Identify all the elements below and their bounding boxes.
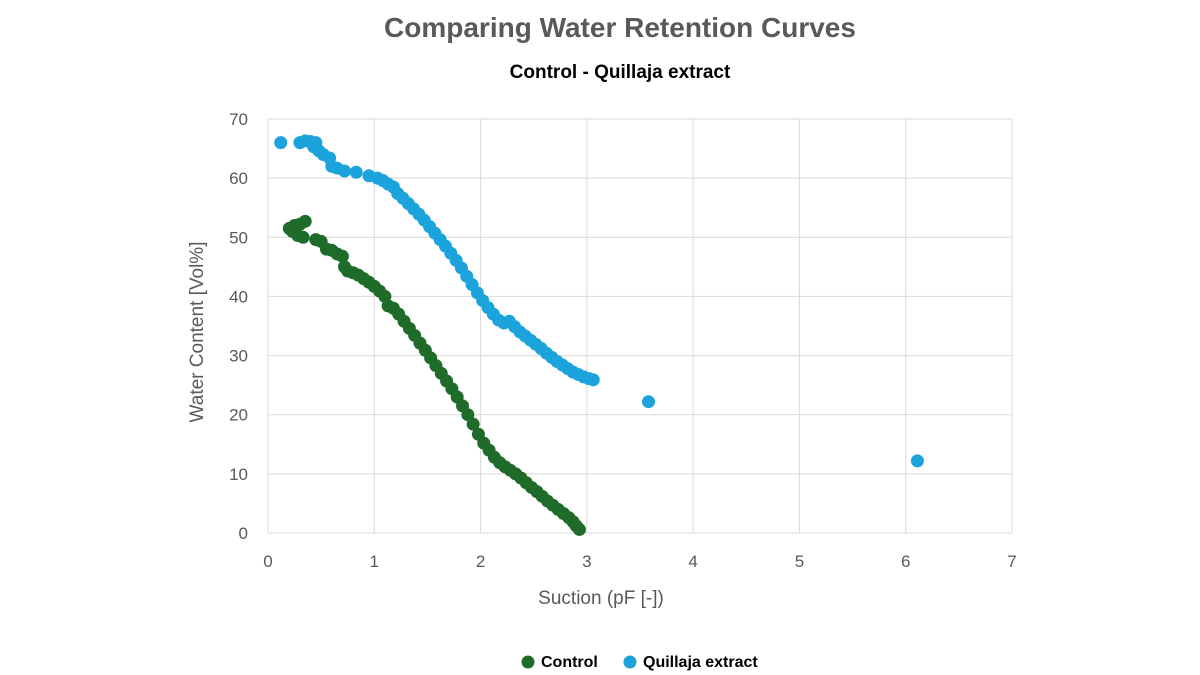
chart-title: Comparing Water Retention Curves <box>384 12 856 43</box>
series-control <box>282 214 586 536</box>
legend: Control Quillaja extract <box>521 654 758 671</box>
x-tick-label: 1 <box>370 552 379 571</box>
x-tick-label: 7 <box>1007 552 1016 571</box>
y-tick-label: 70 <box>229 110 248 129</box>
chart-subtitle: Control - Quillaja extract <box>510 62 731 83</box>
legend-label-quillaja-extract: Quillaja extract <box>643 654 758 671</box>
data-point-quillaja-extract <box>586 373 600 387</box>
tick-labels: 0 10 20 30 40 50 60 70 0 1 2 3 4 5 6 7 <box>229 110 1017 571</box>
data-point-control <box>466 417 480 431</box>
y-tick-label: 50 <box>229 228 248 247</box>
series <box>274 134 924 536</box>
grid <box>267 118 1013 534</box>
x-tick-label: 4 <box>688 552 697 571</box>
y-tick-label: 30 <box>229 347 248 366</box>
data-point-quillaja-extract <box>338 164 352 178</box>
data-point-control <box>572 522 586 536</box>
x-axis-label: Suction (pF [-]) <box>538 588 664 609</box>
x-tick-label: 5 <box>795 552 804 571</box>
y-axis-label: Water Content [Vol%] <box>187 242 208 423</box>
series-quillaja-extract <box>274 134 924 468</box>
x-tick-label: 6 <box>901 552 910 571</box>
data-point-quillaja-extract <box>910 454 924 468</box>
y-tick-label: 0 <box>239 524 248 543</box>
data-point-quillaja-extract <box>642 395 656 409</box>
y-tick-label: 60 <box>229 169 248 188</box>
data-point-control <box>296 230 310 244</box>
y-tick-label: 40 <box>229 287 248 306</box>
x-tick-label: 2 <box>476 552 485 571</box>
data-point-quillaja-extract <box>349 165 363 179</box>
legend-marker-quillaja-extract <box>623 655 637 669</box>
data-point-quillaja-extract <box>274 136 288 150</box>
data-point-control <box>461 408 475 422</box>
x-tick-label: 0 <box>263 552 272 571</box>
x-tick-label: 3 <box>582 552 591 571</box>
data-point-control <box>335 249 349 263</box>
legend-marker-control <box>521 655 535 669</box>
y-tick-label: 10 <box>229 465 248 484</box>
legend-label-control: Control <box>541 654 598 671</box>
data-point-control <box>298 214 312 228</box>
y-tick-label: 20 <box>229 406 248 425</box>
